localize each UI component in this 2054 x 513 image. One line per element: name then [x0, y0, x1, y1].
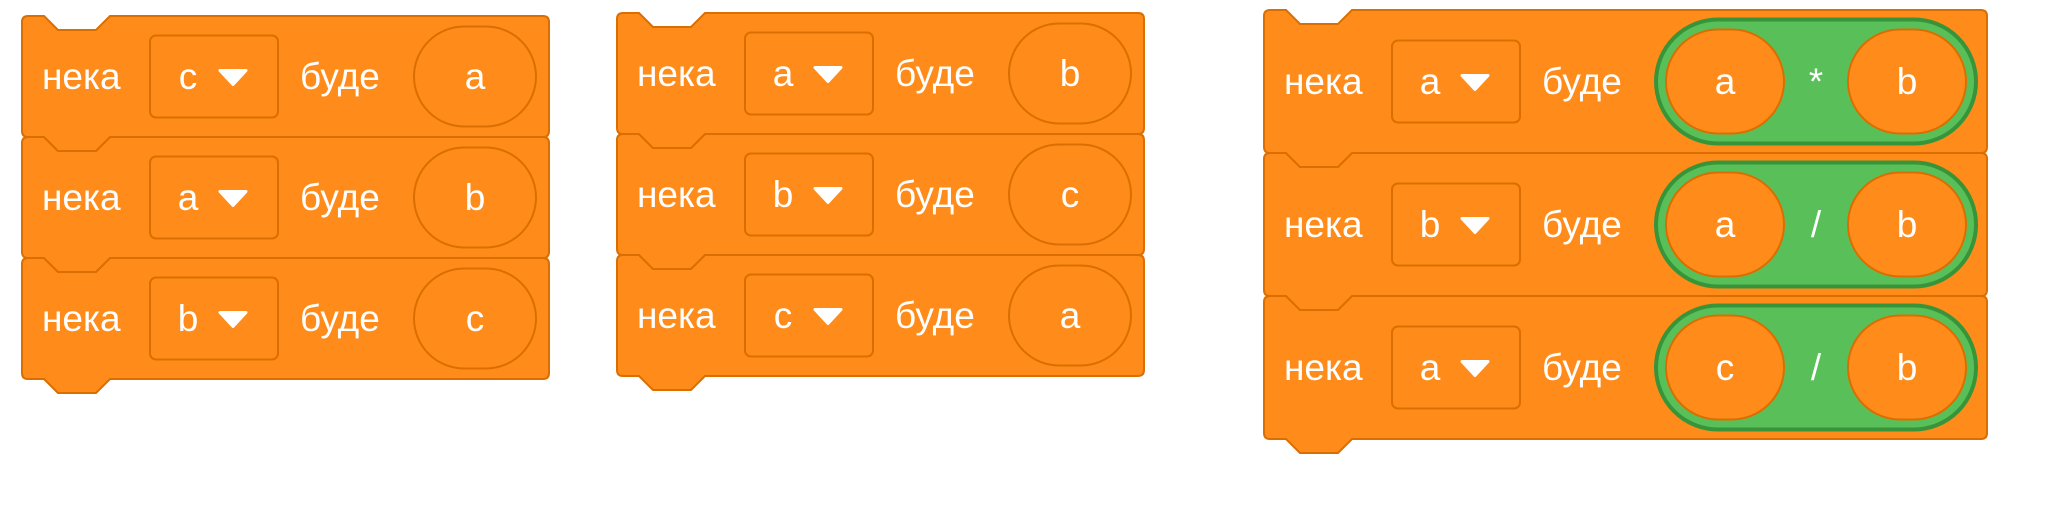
- block-label-let: нека: [1284, 347, 1363, 388]
- set-variable-block[interactable]: нека a буде b: [21, 136, 550, 273]
- set-variable-block[interactable]: нека b буде c: [21, 257, 550, 394]
- caret-down-icon: [813, 66, 843, 83]
- value-input-slot[interactable]: [413, 146, 537, 249]
- block-label-let: нека: [1284, 61, 1363, 102]
- variable-dropdown[interactable]: b: [149, 276, 279, 361]
- variable-dropdown[interactable]: a: [1391, 39, 1521, 124]
- value-input-slot[interactable]: [413, 25, 537, 128]
- dropdown-box[interactable]: [1391, 325, 1521, 410]
- value-input: a: [1060, 295, 1081, 336]
- dropdown-box[interactable]: [149, 155, 279, 240]
- dropdown-value: b: [773, 174, 794, 215]
- dropdown-value: c: [179, 56, 198, 97]
- block-label-to: буде: [1542, 61, 1622, 102]
- set-variable-block[interactable]: нека a буде a * b: [1263, 9, 1988, 168]
- caret-down-icon: [1460, 74, 1490, 91]
- set-variable-block[interactable]: нека c буде a: [616, 254, 1145, 391]
- value-input-slot[interactable]: [1008, 143, 1132, 246]
- block-label-to: буде: [300, 298, 380, 339]
- caret-down-icon: [813, 187, 843, 204]
- operand-left-slot[interactable]: [1665, 314, 1785, 421]
- block-label-let: нека: [42, 56, 121, 97]
- caret-down-icon: [1460, 360, 1490, 377]
- variable-dropdown[interactable]: c: [744, 273, 874, 358]
- operand-left-slot[interactable]: [1665, 28, 1785, 135]
- set-variable-block[interactable]: нека a буде b: [616, 12, 1145, 149]
- block-label-let: нека: [637, 295, 716, 336]
- variable-dropdown[interactable]: a: [1391, 325, 1521, 410]
- block-label-to: буде: [895, 53, 975, 94]
- value-input: c: [466, 298, 485, 339]
- operand-left: a: [1715, 61, 1736, 102]
- operand-left: a: [1715, 204, 1736, 245]
- dropdown-value: a: [1420, 61, 1441, 102]
- block-label-to: буде: [895, 295, 975, 336]
- block-label-let: нека: [637, 174, 716, 215]
- dropdown-box[interactable]: [149, 276, 279, 361]
- operand-right: b: [1897, 204, 1918, 245]
- operator-reporter[interactable]: a * b: [1654, 17, 1978, 146]
- value-input-slot[interactable]: [1008, 264, 1132, 367]
- set-variable-block[interactable]: нека c буде a: [21, 15, 550, 152]
- block-label-to: буде: [895, 174, 975, 215]
- operand-right: b: [1897, 347, 1918, 388]
- value-input-slot[interactable]: [1008, 22, 1132, 125]
- operand-right-slot[interactable]: [1847, 28, 1967, 135]
- operator-symbol: *: [1809, 61, 1823, 102]
- caret-down-icon: [218, 311, 248, 328]
- dropdown-value: a: [773, 53, 794, 94]
- operand-left-slot[interactable]: [1665, 171, 1785, 278]
- dropdown-box[interactable]: [1391, 182, 1521, 267]
- dropdown-box[interactable]: [744, 152, 874, 237]
- set-variable-block[interactable]: нека b буде c: [616, 133, 1145, 270]
- variable-dropdown[interactable]: b: [1391, 182, 1521, 267]
- block-label-to: буде: [300, 177, 380, 218]
- dropdown-value: b: [1420, 204, 1441, 245]
- block-label-to: буде: [300, 56, 380, 97]
- block-label-let: нека: [1284, 204, 1363, 245]
- block-label-to: буде: [1542, 204, 1622, 245]
- set-variable-block[interactable]: нека a буде c / b: [1263, 295, 1988, 454]
- dropdown-value: a: [1420, 347, 1441, 388]
- dropdown-box[interactable]: [744, 31, 874, 116]
- variable-dropdown[interactable]: a: [744, 31, 874, 116]
- dropdown-value: c: [774, 295, 793, 336]
- block-label-let: нека: [42, 298, 121, 339]
- caret-down-icon: [218, 69, 248, 86]
- set-variable-block[interactable]: нека b буде a / b: [1263, 152, 1988, 311]
- operator-symbol: /: [1811, 347, 1822, 388]
- block-label-let: нека: [42, 177, 121, 218]
- operand-left: c: [1716, 347, 1735, 388]
- block-label-let: нека: [637, 53, 716, 94]
- script-stack-1[interactable]: нека b буде c нека a буде b нека c буде a: [21, 15, 550, 394]
- script-stack-3[interactable]: нека a буде c / b нека b буде a / b нека a буде a * b: [1263, 9, 1988, 454]
- dropdown-box[interactable]: [744, 273, 874, 358]
- value-input: c: [1061, 174, 1080, 215]
- operator-reporter[interactable]: c / b: [1654, 303, 1978, 432]
- value-input: b: [465, 177, 486, 218]
- dropdown-box[interactable]: [149, 34, 279, 119]
- dropdown-box[interactable]: [1391, 39, 1521, 124]
- caret-down-icon: [813, 308, 843, 325]
- operator-reporter[interactable]: a / b: [1654, 160, 1978, 289]
- operand-right: b: [1897, 61, 1918, 102]
- operator-symbol: /: [1811, 204, 1822, 245]
- script-stack-2[interactable]: нека c буде a нека b буде c нека a буде b: [616, 12, 1145, 391]
- caret-down-icon: [218, 190, 248, 207]
- variable-dropdown[interactable]: b: [744, 152, 874, 237]
- dropdown-value: b: [178, 298, 199, 339]
- caret-down-icon: [1460, 217, 1490, 234]
- operand-right-slot[interactable]: [1847, 171, 1967, 278]
- block-label-to: буде: [1542, 347, 1622, 388]
- dropdown-value: a: [178, 177, 199, 218]
- value-input: b: [1060, 53, 1081, 94]
- value-input-slot[interactable]: [413, 267, 537, 370]
- operand-right-slot[interactable]: [1847, 314, 1967, 421]
- value-input: a: [465, 56, 486, 97]
- variable-dropdown[interactable]: c: [149, 34, 279, 119]
- variable-dropdown[interactable]: a: [149, 155, 279, 240]
